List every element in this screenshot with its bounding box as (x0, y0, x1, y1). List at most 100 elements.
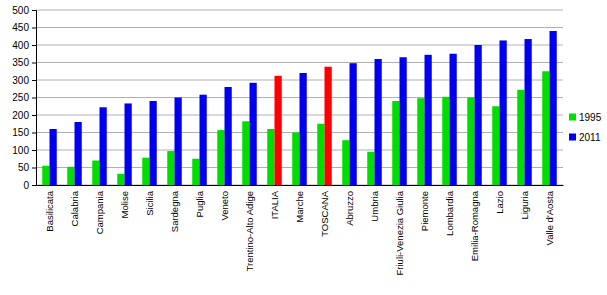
bar (200, 95, 207, 185)
x-tick-label: Trentino-Alto Adige (244, 191, 255, 271)
bar (67, 167, 74, 185)
y-tick-mark (32, 185, 36, 186)
bar (417, 98, 424, 185)
bar (117, 174, 124, 185)
y-tick-mark (32, 63, 36, 64)
y-tick-label: 150 (12, 127, 29, 138)
x-tick: Campania (94, 190, 105, 234)
y-tick: 100 (12, 145, 36, 156)
bar (342, 140, 349, 185)
bar (225, 87, 232, 185)
bar (450, 54, 457, 185)
bar (475, 45, 482, 185)
x-axis: BasilicataCalabriaCampaniaMoliseSiciliaS… (37, 186, 564, 276)
bar (92, 161, 99, 186)
bar (275, 76, 282, 185)
legend-label: 1995 (579, 112, 602, 123)
y-tick-label: 350 (12, 57, 29, 68)
bar (125, 103, 132, 185)
bar (392, 101, 399, 185)
x-tick-label: Piemonte (419, 191, 430, 231)
bar (175, 98, 182, 186)
y-tick-mark (32, 150, 36, 151)
bar (442, 97, 449, 185)
x-tick: Molise (119, 191, 130, 218)
bar (500, 40, 507, 185)
x-tick: Valle d'Aosta (544, 190, 555, 245)
bar (325, 67, 332, 185)
x-tick: Puglia (194, 190, 205, 217)
grid-line (36, 27, 563, 28)
x-tick-label: ITALIA (269, 190, 280, 219)
y-tick: 400 (12, 40, 36, 51)
bar (375, 59, 382, 185)
x-tick: Trentino-Alto Adige (244, 191, 255, 271)
x-tick-label: Molise (119, 191, 130, 218)
y-tick-label: 200 (12, 110, 29, 121)
x-tick-label: Emilia-Romagna (469, 190, 480, 261)
x-tick-label: Abruzzo (344, 191, 355, 226)
y-tick-mark (32, 45, 36, 46)
grid-line (36, 62, 563, 63)
x-tick-label: Calabria (69, 190, 80, 226)
x-tick: Basilicata (44, 190, 55, 231)
x-tick: Umbria (369, 190, 380, 221)
x-tick-label: Marche (294, 191, 305, 223)
bar (267, 129, 274, 185)
x-tick: Sicilia (144, 190, 155, 216)
bar (242, 121, 249, 185)
y-tick-mark (32, 133, 36, 134)
x-tick: Veneto (219, 191, 230, 221)
bar (150, 101, 157, 185)
plot-area: 050100150200250300350400450500Basilicata… (12, 5, 563, 276)
bar (517, 90, 524, 185)
x-tick: Lazio (494, 191, 505, 214)
bar (167, 151, 174, 185)
x-tick: ITALIA (269, 190, 280, 219)
y-axis: 050100150200250300350400450500 (12, 5, 36, 191)
bar (75, 122, 82, 185)
x-tick: Calabria (69, 190, 80, 226)
y-tick: 300 (12, 75, 36, 86)
y-tick: 50 (18, 162, 36, 173)
x-tick-label: Sicilia (144, 190, 155, 216)
x-tick-label: Veneto (219, 191, 230, 221)
y-tick-mark (32, 98, 36, 99)
y-tick: 200 (12, 110, 36, 121)
x-tick: Friuli-Venezia Giulia (394, 190, 405, 275)
x-tick-label: Lombardia (444, 190, 455, 236)
y-tick-label: 400 (12, 40, 29, 51)
y-tick: 450 (12, 22, 36, 33)
y-tick: 150 (12, 127, 36, 138)
x-tick-label: Valle d'Aosta (544, 190, 555, 245)
grid (36, 10, 563, 185)
grid-line (36, 45, 563, 46)
legend-swatch (569, 134, 576, 141)
bar (350, 63, 357, 185)
x-tick-label: Basilicata (44, 190, 55, 231)
bar (317, 124, 324, 185)
legend: 19952011 (569, 112, 602, 143)
x-tick: Liguria (519, 190, 530, 219)
bar (142, 158, 149, 185)
y-tick-mark (32, 168, 36, 169)
chart: 050100150200250300350400450500Basilicata… (0, 0, 607, 295)
x-tick-label: Umbria (369, 190, 380, 221)
y-tick: 250 (12, 92, 36, 103)
y-tick-label: 0 (23, 180, 29, 191)
bar (217, 130, 224, 185)
bar (300, 73, 307, 185)
x-tick: Emilia-Romagna (469, 190, 480, 261)
x-tick: Piemonte (419, 191, 430, 231)
x-tick-label: Puglia (194, 190, 205, 217)
y-tick-mark (32, 115, 36, 116)
bar (542, 71, 549, 185)
x-tick: Abruzzo (344, 191, 355, 226)
y-tick-mark (32, 80, 36, 81)
y-tick-label: 250 (12, 92, 29, 103)
bar (467, 98, 474, 186)
bar (492, 106, 499, 185)
bar (367, 152, 374, 185)
x-axis-line (37, 185, 564, 186)
x-tick: TOSCANA (319, 190, 330, 236)
